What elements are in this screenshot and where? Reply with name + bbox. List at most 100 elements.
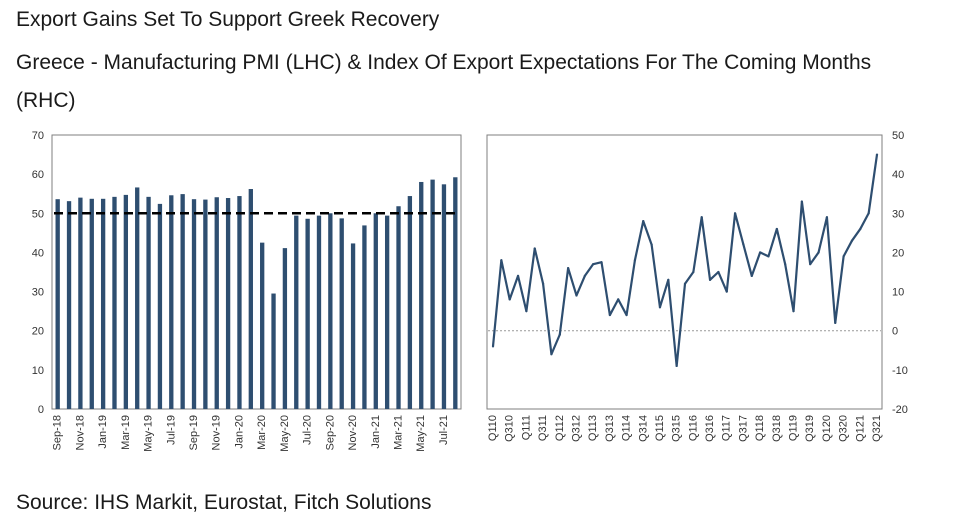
chart-subtitle: Greece - Manufacturing PMI (LHC) & Index… [16,51,872,112]
export-data-point [533,247,536,250]
pmi-bar [203,199,208,409]
pmi-x-tick-label: Mar-19 [120,415,132,450]
pmi-y-tick-label: 20 [32,326,44,338]
export-data-point [625,313,628,317]
pmi-bar [169,195,174,409]
export-y-tick-label: -10 [892,365,908,377]
pmi-x-axis: Sep-18 Nov-18 Jan-19 Mar-19 May-19 Jul-19 Sep-… [52,415,450,452]
export-y-tick-label: 40 [892,169,904,181]
pmi-x-tick-label: Jan-20 [233,415,245,449]
export-data-point [491,345,495,348]
pmi-bar [157,203,163,409]
export-x-tick-label: Q116 [687,415,699,441]
pmi-x-tick-label: Jul-20 [302,415,314,445]
export-data-point [650,243,653,246]
export-x-tick-label: Q119 [788,415,800,441]
pmi-panel: 0 10 20 30 40 50 60 70 Sep-18 Nov-18 Jan-19 Mar-19… [32,130,462,452]
export-y-tick-label: 0 [892,326,898,338]
pmi-x-tick-label: Nov-20 [347,415,359,450]
pmi-bar [441,184,447,409]
pmi-y-tick-label: 70 [32,130,44,142]
pmi-bar [100,198,106,409]
export-x-tick-label: Q311 [537,415,549,441]
export-data-point [825,216,829,219]
pmi-bar [294,215,299,409]
pmi-bar [396,206,401,409]
export-y-tick-label: 10 [892,287,904,299]
pmi-x-tick-label: Sep-20 [324,415,336,450]
export-points [491,153,879,368]
pmi-bar [214,197,219,409]
pmi-bar [237,196,242,409]
export-data-point [767,255,770,258]
pmi-x-tick-label: Sep-18 [52,415,64,450]
export-data-point [800,200,803,203]
pmi-bar [271,293,276,409]
pmi-bar [89,198,94,409]
pmi-bar [282,248,288,409]
export-x-tick-label: Q321 [871,415,883,442]
export-expectations-line [491,154,879,368]
export-data-point [575,294,578,297]
export-data-point [834,321,837,324]
pmi-bar [362,225,367,409]
export-x-tick-label: Q310 [504,415,516,442]
pmi-bar [350,243,356,409]
pmi-bar [260,242,265,409]
pmi-bars [55,177,458,409]
pmi-x-tick-label: May-20 [279,415,291,452]
export-x-tick-label: Q312 [570,415,582,442]
export-data-point [608,313,611,317]
export-data-point [708,278,712,281]
export-y-axis: -20 -10 0 10 20 30 40 50 [892,130,908,416]
pmi-x-tick-label: Sep-19 [188,415,200,450]
pmi-x-tick-label: Mar-20 [256,415,268,450]
export-data-point [558,333,561,336]
export-x-tick-label: Q317 [737,415,749,442]
pmi-bar [66,201,72,409]
export-data-point [550,353,553,356]
pmi-bar [407,196,413,409]
pmi-bar [78,197,83,409]
export-data-point [667,278,670,281]
export-x-tick-label: Q313 [604,415,616,442]
export-x-tick-label: Q114 [621,415,633,441]
export-data-point [859,227,862,231]
pmi-y-axis: 0 10 20 30 40 50 60 70 [32,130,44,416]
pmi-x-tick-label: Jan-21 [370,415,382,449]
pmi-bar [384,215,390,409]
export-x-tick-label: Q117 [721,415,733,441]
pmi-y-tick-label: 50 [32,208,44,220]
pmi-bar [146,196,151,409]
export-data-point [500,259,503,262]
export-data-point [600,261,603,264]
pmi-y-tick-label: 0 [38,404,44,416]
export-data-point [508,298,511,301]
chart-title: Export Gains Set To Support Greek Recove… [16,8,440,31]
pmi-bar [180,194,185,409]
pmi-y-tick-label: 60 [32,169,44,181]
export-data-point [525,310,528,313]
export-data-point [516,274,520,278]
export-data-point [642,220,645,223]
export-x-tick-label: Q112 [554,415,566,441]
export-x-tick-label: Q115 [654,415,666,441]
export-x-tick-label: Q121 [854,415,866,442]
export-data-point [692,270,695,274]
export-y-tick-label: -20 [892,404,908,416]
pmi-bar [248,189,253,409]
export-y-tick-label: 50 [892,130,904,142]
export-x-axis: Q110 Q310 Q111 Q311 Q112 Q312 Q113 Q313 Q114 Q314… [487,415,883,442]
export-data-point [683,282,687,285]
pmi-bar [123,194,129,409]
export-x-tick-label: Q118 [754,415,766,441]
export-data-point [750,274,753,278]
pmi-bar [419,181,424,409]
export-x-tick-label: Q120 [821,415,833,442]
export-data-point [759,251,762,254]
export-data-point [867,212,870,215]
export-data-point [700,216,703,219]
pmi-y-tick-label: 10 [32,365,44,377]
pmi-x-tick-label: Nov-19 [211,415,223,450]
export-x-tick-label: Q320 [838,415,850,442]
